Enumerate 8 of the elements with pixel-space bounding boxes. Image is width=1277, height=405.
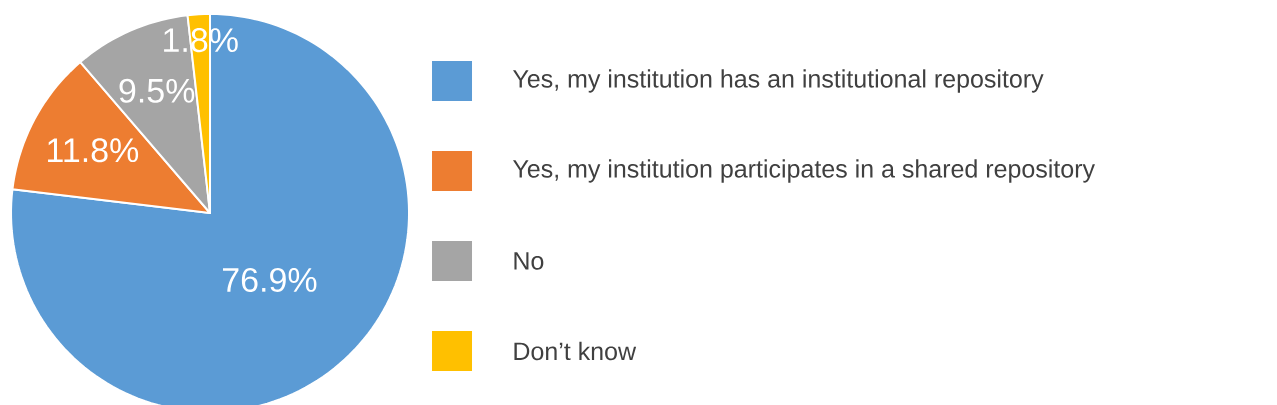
legend-label: Don’t know: [514, 341, 637, 361]
legend-label: No: [514, 252, 544, 270]
data-label: 9.5%: [119, 78, 195, 103]
legend-label: Yes, my institution participates in a shared repository: [512, 159, 1095, 183]
data-label: 11.8%: [48, 138, 139, 163]
data-label: 1.8%: [164, 28, 238, 53]
data-label: 76.9%: [223, 267, 317, 293]
legend-label: Yes, my institution has an institutional repository: [512, 69, 1044, 93]
